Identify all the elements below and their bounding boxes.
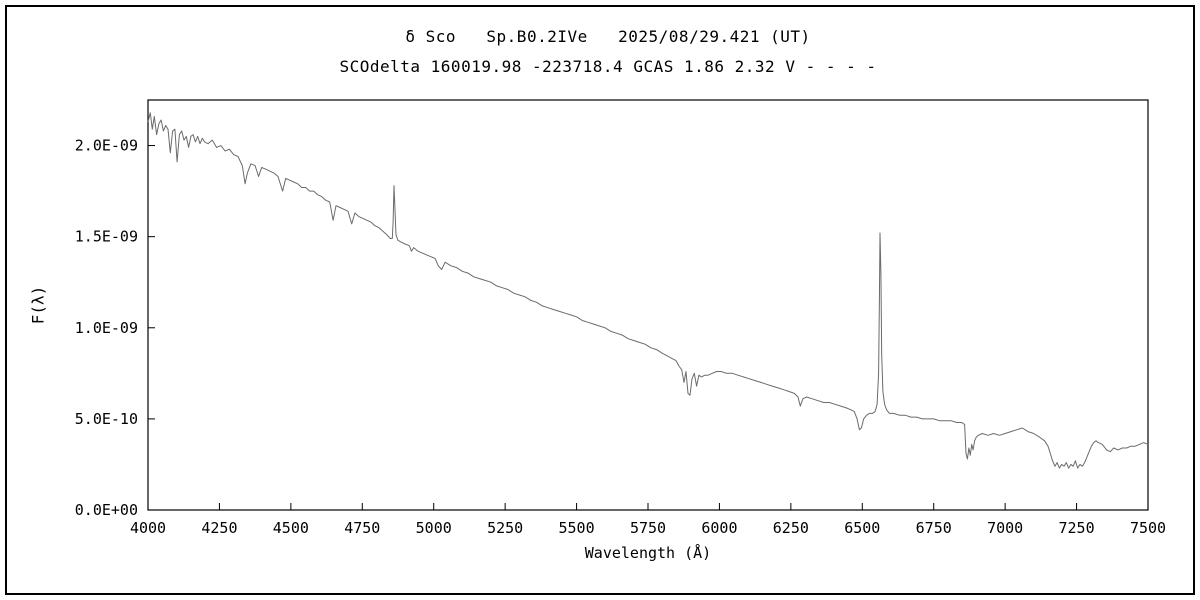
plot-frame — [147, 99, 1149, 511]
y-tick-label: 5.0E-10 — [75, 410, 138, 428]
x-tick-label: 6500 — [844, 519, 880, 537]
x-tick-label: 6250 — [773, 519, 809, 537]
spectrum-trace — [147, 112, 1149, 469]
x-tick-label: 7500 — [1130, 519, 1166, 537]
x-tick-label: 4750 — [344, 519, 380, 537]
x-axis-label: Wavelength (Å) — [584, 544, 712, 562]
x-tick-label: 6000 — [701, 519, 737, 537]
y-tick-label: 2.0E-09 — [75, 137, 138, 155]
x-tick-label: 4500 — [273, 519, 309, 537]
x-tick-label: 5750 — [630, 519, 666, 537]
x-tick-label: 7250 — [1059, 519, 1095, 537]
y-tick-label: 1.5E-09 — [75, 228, 138, 246]
y-tick-label: 0.0E+00 — [75, 501, 138, 519]
x-tick-label: 4000 — [130, 519, 166, 537]
x-tick-label: 4250 — [201, 519, 237, 537]
x-tick-label: 5000 — [416, 519, 452, 537]
y-tick-label: 1.0E-09 — [75, 319, 138, 337]
x-tick-label: 7000 — [987, 519, 1023, 537]
x-tick-label: 5500 — [559, 519, 595, 537]
chart-subtitle: SCOdelta 160019.98 -223718.4 GCAS 1.86 2… — [339, 57, 877, 76]
x-tick-label: 5250 — [487, 519, 523, 537]
x-tick-label: 6750 — [916, 519, 952, 537]
chart-title: δ Sco Sp.B0.2IVe 2025/08/29.421 (UT) — [405, 27, 811, 46]
